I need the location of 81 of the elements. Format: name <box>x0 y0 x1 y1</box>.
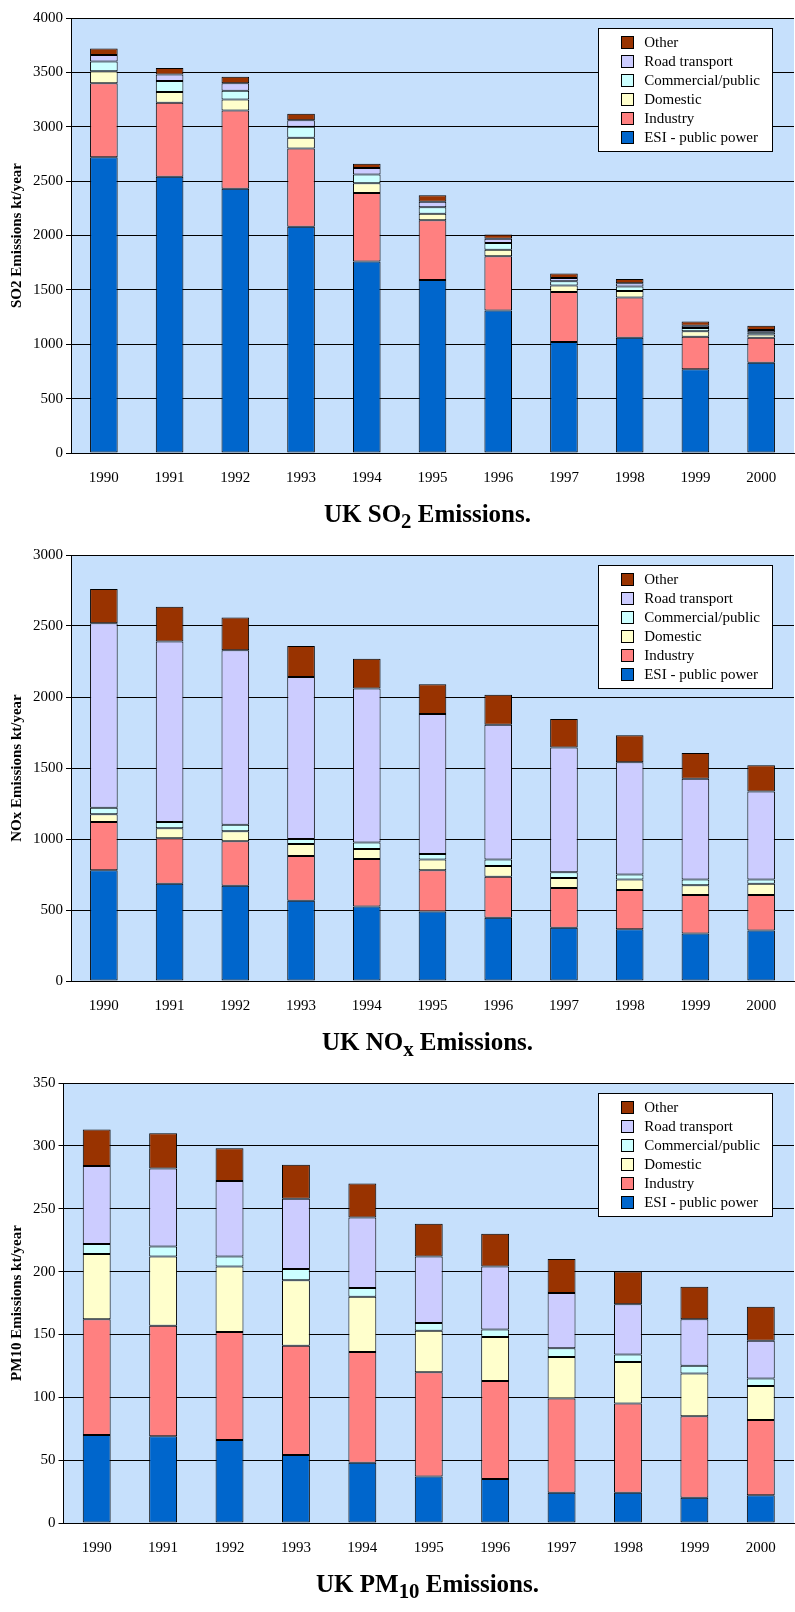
y-tick-label: 3000 <box>33 545 63 562</box>
legend-label: Other <box>644 570 679 589</box>
y-tick-label: 3500 <box>33 63 63 80</box>
x-tick-label: 1998 <box>614 468 645 485</box>
x-tick-label: 1996 <box>480 1538 511 1555</box>
x-tick-label: 1993 <box>286 996 317 1013</box>
legend-label: ESI - public power <box>644 128 758 147</box>
legend-label: Industry <box>644 646 695 665</box>
text: UK NO$_{x}$ Emissions. <box>320 1027 535 1063</box>
x-tick-label: 2000 <box>746 468 777 485</box>
y-tick-label: 100 <box>33 1388 56 1405</box>
x-tick-label: 1990 <box>88 468 119 485</box>
x-tick-label: 2000 <box>746 996 777 1013</box>
x-tick-label: 1997 <box>546 1538 578 1555</box>
y-tick-label: 2000 <box>33 226 63 243</box>
x-tick-label: 1992 <box>220 468 251 485</box>
legend-label: Industry <box>644 109 695 128</box>
y-axis-title: PM10 Emissions kt/year <box>7 1224 24 1381</box>
y-tick-label: 300 <box>33 1136 56 1153</box>
x-tick-label: 1993 <box>280 1538 311 1555</box>
x-tick-label: 1991 <box>154 996 185 1013</box>
x-tick-label: 1999 <box>680 996 711 1013</box>
x-tick-label: 1994 <box>347 1538 378 1555</box>
legend-label: Domestic <box>644 90 702 109</box>
y-tick-label: 0 <box>48 1513 56 1530</box>
x-tick-label: 1996 <box>483 996 514 1013</box>
y-tick-label: 1500 <box>33 758 63 775</box>
legend-label: Commercial/public <box>644 1136 760 1155</box>
y-axis-title: NOx Emissions kt/year <box>7 693 24 842</box>
x-tick-label: 1991 <box>148 1538 179 1555</box>
y-tick-label: 250 <box>33 1199 56 1216</box>
legend-label: Other <box>644 33 679 52</box>
x-tick-label: 1995 <box>417 996 448 1013</box>
y-tick-label: 0 <box>55 443 63 460</box>
x-tick-label: 1990 <box>88 996 119 1013</box>
legend-label: Other <box>644 1098 679 1117</box>
x-tick-label: 1999 <box>679 1538 710 1555</box>
y-tick-label: 500 <box>40 389 63 406</box>
legend-label: Domestic <box>644 627 702 646</box>
x-tick-label: 1990 <box>81 1538 112 1555</box>
y-tick-label: 2000 <box>33 687 63 704</box>
y-tick-label: 200 <box>33 1262 56 1279</box>
x-tick-label: 1998 <box>612 1538 643 1555</box>
legend-label: ESI - public power <box>644 1193 758 1212</box>
x-tick-label: 1991 <box>154 468 185 485</box>
legend-label: Road transport <box>644 52 733 71</box>
y-tick-label: 500 <box>40 900 63 917</box>
x-tick-label: 2000 <box>745 1538 776 1555</box>
x-tick-label: 1997 <box>548 996 580 1013</box>
x-tick-label: 1992 <box>220 996 251 1013</box>
x-tick-label: 1994 <box>351 996 383 1013</box>
x-tick-label: 1995 <box>413 1538 444 1555</box>
x-tick-label: 1996 <box>483 468 514 485</box>
y-tick-label: 150 <box>33 1325 56 1342</box>
y-tick-label: 3000 <box>33 117 63 134</box>
y-tick-label: 50 <box>40 1451 56 1468</box>
x-tick-label: 1999 <box>680 468 711 485</box>
legend-label: Industry <box>644 1174 695 1193</box>
x-tick-label: 1998 <box>614 996 645 1013</box>
legend-label: Commercial/public <box>644 71 760 90</box>
x-tick-label: 1994 <box>351 468 383 485</box>
y-tick-label: 2500 <box>33 172 63 189</box>
legend-label: Road transport <box>644 589 733 608</box>
y-tick-label: 350 <box>33 1073 56 1090</box>
x-tick-label: 1995 <box>417 468 448 485</box>
legend-label: ESI - public power <box>644 665 758 684</box>
y-tick-label: 1000 <box>33 335 63 352</box>
x-tick-label: 1993 <box>286 468 317 485</box>
text: UK PM$_{10}$ Emissions. <box>315 1569 540 1605</box>
text: UK SO$_{2}$ Emissions. <box>323 499 532 535</box>
y-tick-label: 2500 <box>33 616 63 633</box>
legend-label: Domestic <box>644 1155 702 1174</box>
y-tick-label: 1500 <box>33 280 63 297</box>
x-tick-label: 1992 <box>214 1538 245 1555</box>
x-tick-label: 1997 <box>548 468 580 485</box>
y-tick-label: 0 <box>55 971 63 988</box>
y-tick-label: 1000 <box>33 829 63 846</box>
y-tick-label: 4000 <box>33 8 63 25</box>
y-axis-title: SO2 Emissions kt/year <box>7 162 24 309</box>
legend-label: Commercial/public <box>644 608 760 627</box>
legend-label: Road transport <box>644 1117 733 1136</box>
